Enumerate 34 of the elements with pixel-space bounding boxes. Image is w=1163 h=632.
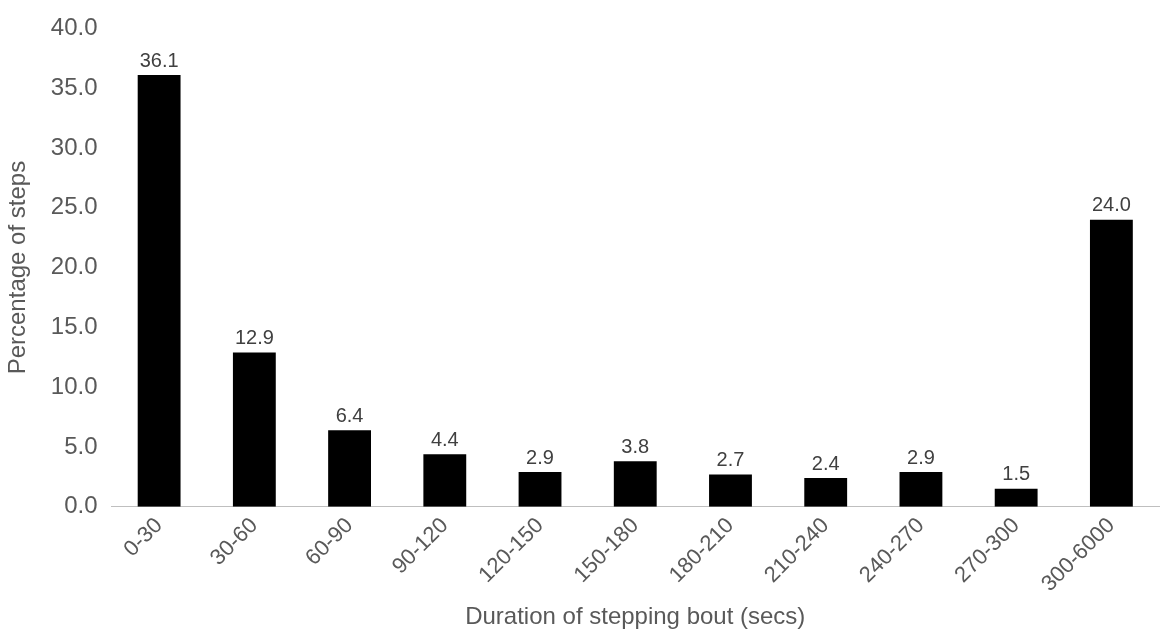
- y-tick-label: 35.0: [50, 72, 98, 100]
- y-tick-label: 15.0: [50, 312, 98, 340]
- data-label: 2.7: [716, 448, 745, 471]
- data-label: 3.8: [621, 434, 650, 457]
- data-label: 2.9: [526, 445, 554, 468]
- bar: [994, 488, 1038, 507]
- data-label: 2.4: [811, 451, 840, 474]
- data-label: 12.9: [234, 326, 274, 349]
- y-tick-label: 30.0: [50, 132, 98, 160]
- data-label: 36.1: [139, 48, 179, 71]
- data-label: 6.4: [335, 403, 364, 426]
- bar: [137, 75, 181, 507]
- data-label: 1.5: [1002, 462, 1031, 485]
- bar: [1089, 219, 1133, 507]
- x-tick-label: 0-30: [118, 512, 167, 562]
- bar: [328, 430, 371, 507]
- data-label: 4.4: [430, 427, 459, 450]
- y-tick-label: 10.0: [50, 371, 98, 399]
- x-axis-title: Duration of stepping bout (secs): [465, 602, 806, 630]
- bar: [613, 461, 657, 507]
- y-tick-label: 0.0: [64, 491, 98, 519]
- y-tick-label: 25.0: [50, 192, 98, 220]
- y-tick-label: 40.0: [50, 13, 98, 41]
- y-tick-label: 20.0: [50, 252, 98, 280]
- bar: [423, 454, 467, 507]
- data-label: 2.9: [907, 445, 935, 468]
- bar: [709, 474, 752, 507]
- bar: [899, 472, 943, 507]
- y-axis-title: Percentage of steps: [3, 160, 31, 375]
- bar: [804, 478, 848, 507]
- bar: [232, 352, 276, 507]
- data-label: 24.0: [1091, 193, 1131, 216]
- y-tick-label: 5.0: [64, 431, 98, 459]
- bar: [518, 472, 562, 507]
